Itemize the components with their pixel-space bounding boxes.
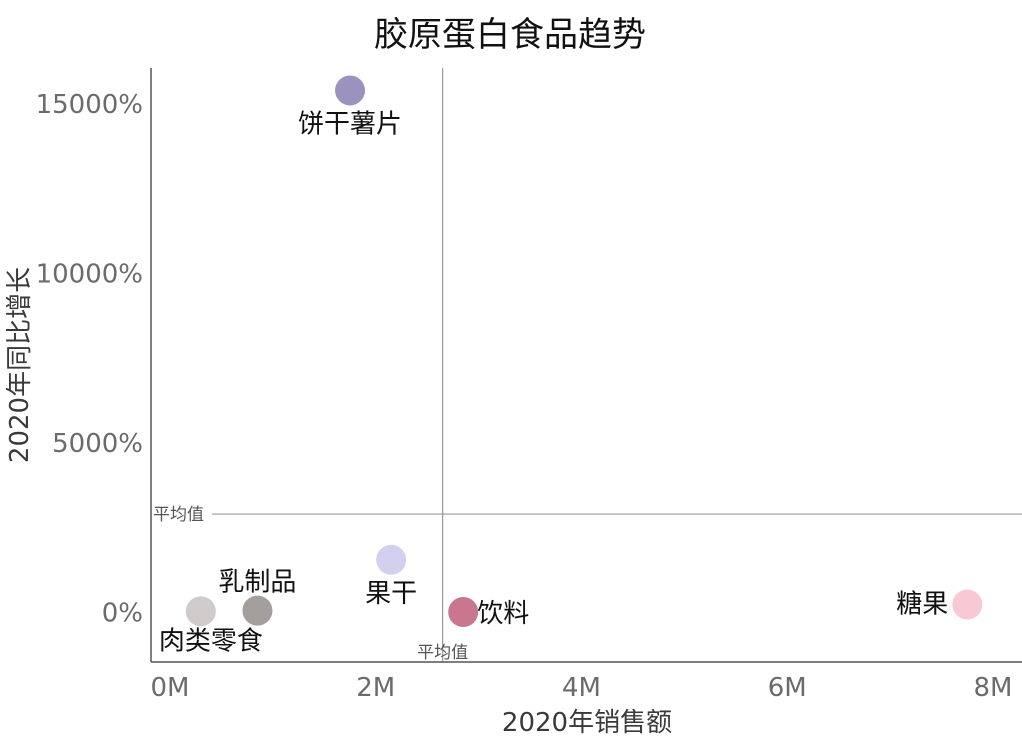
y-axis-title: 2020年同比增长 (5, 267, 35, 463)
y-tick-label: 15000% (36, 90, 143, 120)
y-tick-labels: 0% 5000% 10000% 15000% (36, 90, 143, 628)
data-point[interactable] (376, 544, 407, 575)
data-point[interactable] (448, 596, 479, 627)
x-mean-label: 平均值 (417, 643, 468, 663)
x-tick-labels: 0M 2M 4M 6M 8M (151, 673, 1013, 703)
x-axis-title: 2020年销售额 (502, 708, 672, 738)
data-point[interactable] (242, 595, 273, 626)
data-label: 糖果 (896, 590, 948, 620)
data-point[interactable] (335, 75, 366, 106)
data-point[interactable] (952, 589, 983, 620)
chart-title: 胶原蛋白食品趋势 (374, 15, 646, 55)
x-tick-label: 0M (151, 673, 190, 703)
y-tick-label: 10000% (36, 259, 143, 289)
x-tick-label: 8M (974, 673, 1013, 703)
data-label: 饼干薯片 (298, 109, 402, 139)
data-label: 乳制品 (218, 568, 296, 598)
data-point[interactable] (185, 596, 216, 627)
data-points (185, 75, 983, 627)
x-tick-label: 2M (356, 673, 395, 703)
y-tick-label: 0% (102, 598, 143, 628)
x-tick-label: 4M (562, 673, 601, 703)
data-label: 饮料 (477, 599, 529, 629)
data-label: 果干 (365, 579, 417, 609)
data-label: 肉类零食 (159, 626, 263, 656)
y-tick-label: 5000% (52, 429, 143, 459)
x-tick-label: 6M (768, 673, 807, 703)
axes (150, 68, 1022, 663)
y-mean-label: 平均值 (153, 505, 204, 525)
